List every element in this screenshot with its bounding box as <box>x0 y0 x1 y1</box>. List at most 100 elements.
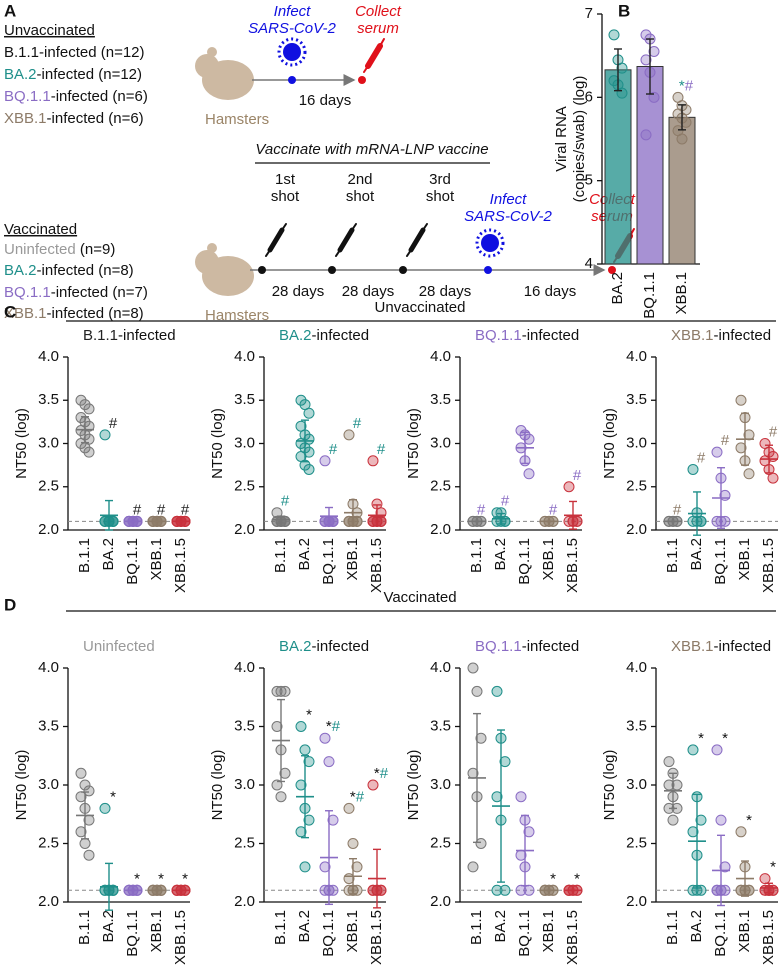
x-tick-label: XBB.1 <box>673 272 690 315</box>
y-tick-label: 3.0 <box>430 434 451 451</box>
interval-label: 16 days <box>299 92 352 109</box>
infect-label: Infect <box>490 191 528 208</box>
data-point <box>327 814 339 826</box>
data-point <box>295 721 307 732</box>
x-tick-label: B.1.1 <box>664 910 681 945</box>
significance-label: # <box>573 467 582 484</box>
title-part: -infected <box>714 638 772 655</box>
virus-icon <box>277 37 307 67</box>
error-bar <box>325 810 333 906</box>
data-point <box>515 791 527 803</box>
y-tick-label: 7 <box>585 5 593 22</box>
data-point <box>99 429 111 441</box>
data-point <box>347 838 359 849</box>
data-point <box>99 515 111 527</box>
x-tick-label: B.1.1 <box>664 538 681 573</box>
y-axis-label: NT50 (log) <box>405 408 422 479</box>
y-tick-label: 3.0 <box>626 776 647 793</box>
data-point <box>271 721 283 732</box>
data-point <box>515 849 527 861</box>
y-axis-label: NT50 (log) <box>209 408 226 479</box>
variant: XBB.1 <box>4 305 47 322</box>
x-tick-label: XBB.1 <box>344 910 361 953</box>
title-part: -infected <box>714 327 772 344</box>
y-axis-label: NT50 (log) <box>601 750 618 821</box>
interval-label: 28 days <box>342 283 395 300</box>
y-tick-label: 2.0 <box>626 893 647 910</box>
significance-label: * <box>158 870 164 887</box>
suffix: -infected (n=8) <box>37 262 134 279</box>
significance-label: * <box>306 706 312 723</box>
data-point <box>279 767 291 779</box>
x-tick-label: XBB.1 <box>148 910 165 953</box>
data-point <box>640 129 652 141</box>
bar <box>604 69 632 265</box>
data-point <box>571 515 583 527</box>
variant: Uninfected <box>4 241 76 258</box>
data-point <box>711 446 723 458</box>
x-tick-label: BQ.1.1 <box>516 538 533 585</box>
title-part: -infected <box>522 327 580 344</box>
animal-label: Hamsters <box>205 307 269 324</box>
significance-label: # <box>549 501 558 518</box>
x-tick-label: BQ.1.1 <box>712 910 729 957</box>
data-point <box>107 884 119 896</box>
y-tick-label: 4.0 <box>234 348 255 365</box>
significance-label: # <box>329 441 338 458</box>
x-tick-label: B.1.1 <box>76 538 93 573</box>
title-part: -infected <box>312 327 370 344</box>
data-point <box>303 463 315 475</box>
data-point <box>711 744 723 756</box>
y-tick-label: 2.0 <box>430 893 451 910</box>
data-point <box>680 116 692 128</box>
data-point <box>735 442 747 454</box>
significance-mark: # <box>380 765 389 782</box>
y-tick-label: 4.0 <box>626 659 647 676</box>
syringe-icon <box>335 223 357 257</box>
title-part: XBB.1 <box>671 638 714 655</box>
panel-label: C <box>4 302 16 321</box>
significance-mark: * <box>679 77 685 94</box>
collect-point <box>358 76 366 84</box>
y-tick-label: 3.0 <box>38 776 59 793</box>
group-label: BQ.1.1-infected (n=6) <box>4 88 148 105</box>
variant: XBB.1 <box>4 110 47 127</box>
significance-label: # <box>281 493 290 510</box>
data-point <box>735 826 747 838</box>
data-point <box>499 756 511 768</box>
data-point <box>295 394 307 406</box>
data-point <box>719 515 731 527</box>
x-tick-label: BQ.1.1 <box>124 910 141 957</box>
significance-mark: # <box>133 501 142 518</box>
data-point <box>367 884 379 896</box>
x-tick-label: BQ.1.1 <box>712 538 729 585</box>
data-point <box>671 779 683 791</box>
data-point <box>687 515 699 527</box>
data-point <box>323 756 335 768</box>
group-heading: Unvaccinated <box>4 22 95 39</box>
significance-mark: * <box>110 788 116 805</box>
variant: BA.2 <box>4 66 37 83</box>
data-point <box>343 884 355 896</box>
data-point <box>319 515 331 527</box>
data-point <box>375 884 387 896</box>
significance-mark: # <box>501 493 510 510</box>
collect-label: serum <box>357 20 399 37</box>
x-tick-label: XBB.1 <box>148 538 165 581</box>
data-point <box>319 732 331 744</box>
chart-title: BQ.1.1-infected <box>475 638 579 655</box>
x-tick-label: BA.2 <box>100 538 117 571</box>
infect-label: SARS-CoV-2 <box>464 208 552 225</box>
data-point <box>295 826 307 838</box>
error-bar <box>497 729 505 883</box>
significance-label: *# <box>326 718 341 735</box>
data-point <box>640 29 652 41</box>
y-tick-label: 4.0 <box>234 659 255 676</box>
y-axis-label: NT50 (log) <box>601 408 618 479</box>
data-point <box>299 744 311 756</box>
data-point <box>75 425 87 437</box>
data-point <box>743 884 755 896</box>
y-tick-label: 4.0 <box>430 348 451 365</box>
x-tick-label: XBB.1.5 <box>172 538 189 593</box>
error-bar <box>717 467 725 529</box>
